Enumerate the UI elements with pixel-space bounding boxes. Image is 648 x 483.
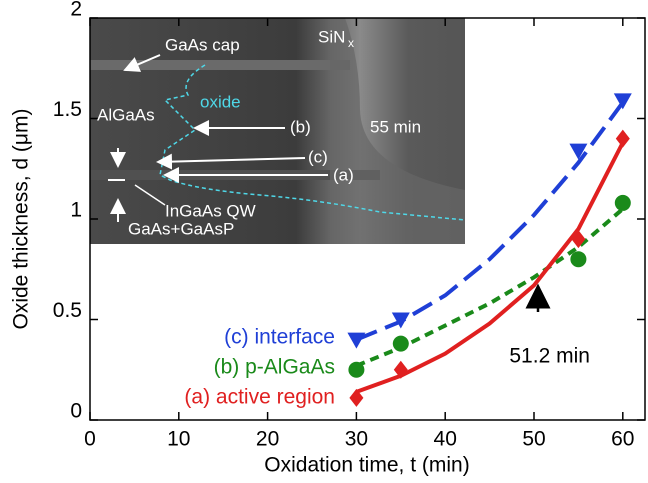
- inset-label: SiN: [318, 27, 345, 46]
- marker: [614, 194, 631, 211]
- marker: [348, 361, 365, 378]
- x-tick-label: 20: [256, 428, 279, 451]
- marker: [349, 388, 364, 407]
- legend-label: (a) active region: [184, 386, 335, 409]
- x-tick-label: 10: [167, 428, 190, 451]
- x-tick-label: 30: [345, 428, 368, 451]
- y-tick-label: 1: [70, 199, 82, 222]
- inset-label: (c): [308, 147, 328, 166]
- inset-label: InGaAs QW: [165, 201, 256, 220]
- marker: [613, 93, 632, 110]
- inset-label: (b): [290, 117, 311, 136]
- marker: [615, 129, 630, 148]
- inset-label: AlGaAs: [97, 105, 155, 124]
- marker: [569, 143, 588, 160]
- legend-label: (b) p-AlGaAs: [214, 356, 335, 379]
- inset-label: GaAs cap: [165, 35, 240, 54]
- y-tick-label: 2: [70, 0, 82, 21]
- inset-label: 55 min: [370, 117, 421, 136]
- y-tick-label: 0: [70, 400, 82, 423]
- inset-image: [90, 18, 466, 244]
- inset-label: GaAs+GaAsP: [128, 219, 234, 238]
- x-tick-label: 0: [84, 428, 96, 451]
- x-axis-label: Oxidation time, t (min): [264, 454, 469, 477]
- inset-label: x: [348, 36, 354, 50]
- y-tick-label: 0.5: [53, 299, 82, 322]
- annotation: 51.2 min: [509, 345, 590, 368]
- y-axis-label: Oxide thickness, d (μm): [10, 109, 33, 330]
- x-tick-label: 50: [522, 428, 545, 451]
- legend-label: (c) interface: [224, 326, 335, 349]
- marker: [570, 251, 587, 268]
- marker: [393, 360, 408, 379]
- marker: [571, 230, 586, 249]
- x-tick-label: 60: [611, 428, 634, 451]
- marker: [347, 332, 366, 349]
- marker: [392, 335, 409, 352]
- x-tick-label: 40: [434, 428, 457, 451]
- marker: [391, 312, 410, 329]
- inset-label: (a): [333, 165, 354, 184]
- inset-label: oxide: [200, 92, 241, 111]
- y-tick-label: 1.5: [53, 98, 82, 121]
